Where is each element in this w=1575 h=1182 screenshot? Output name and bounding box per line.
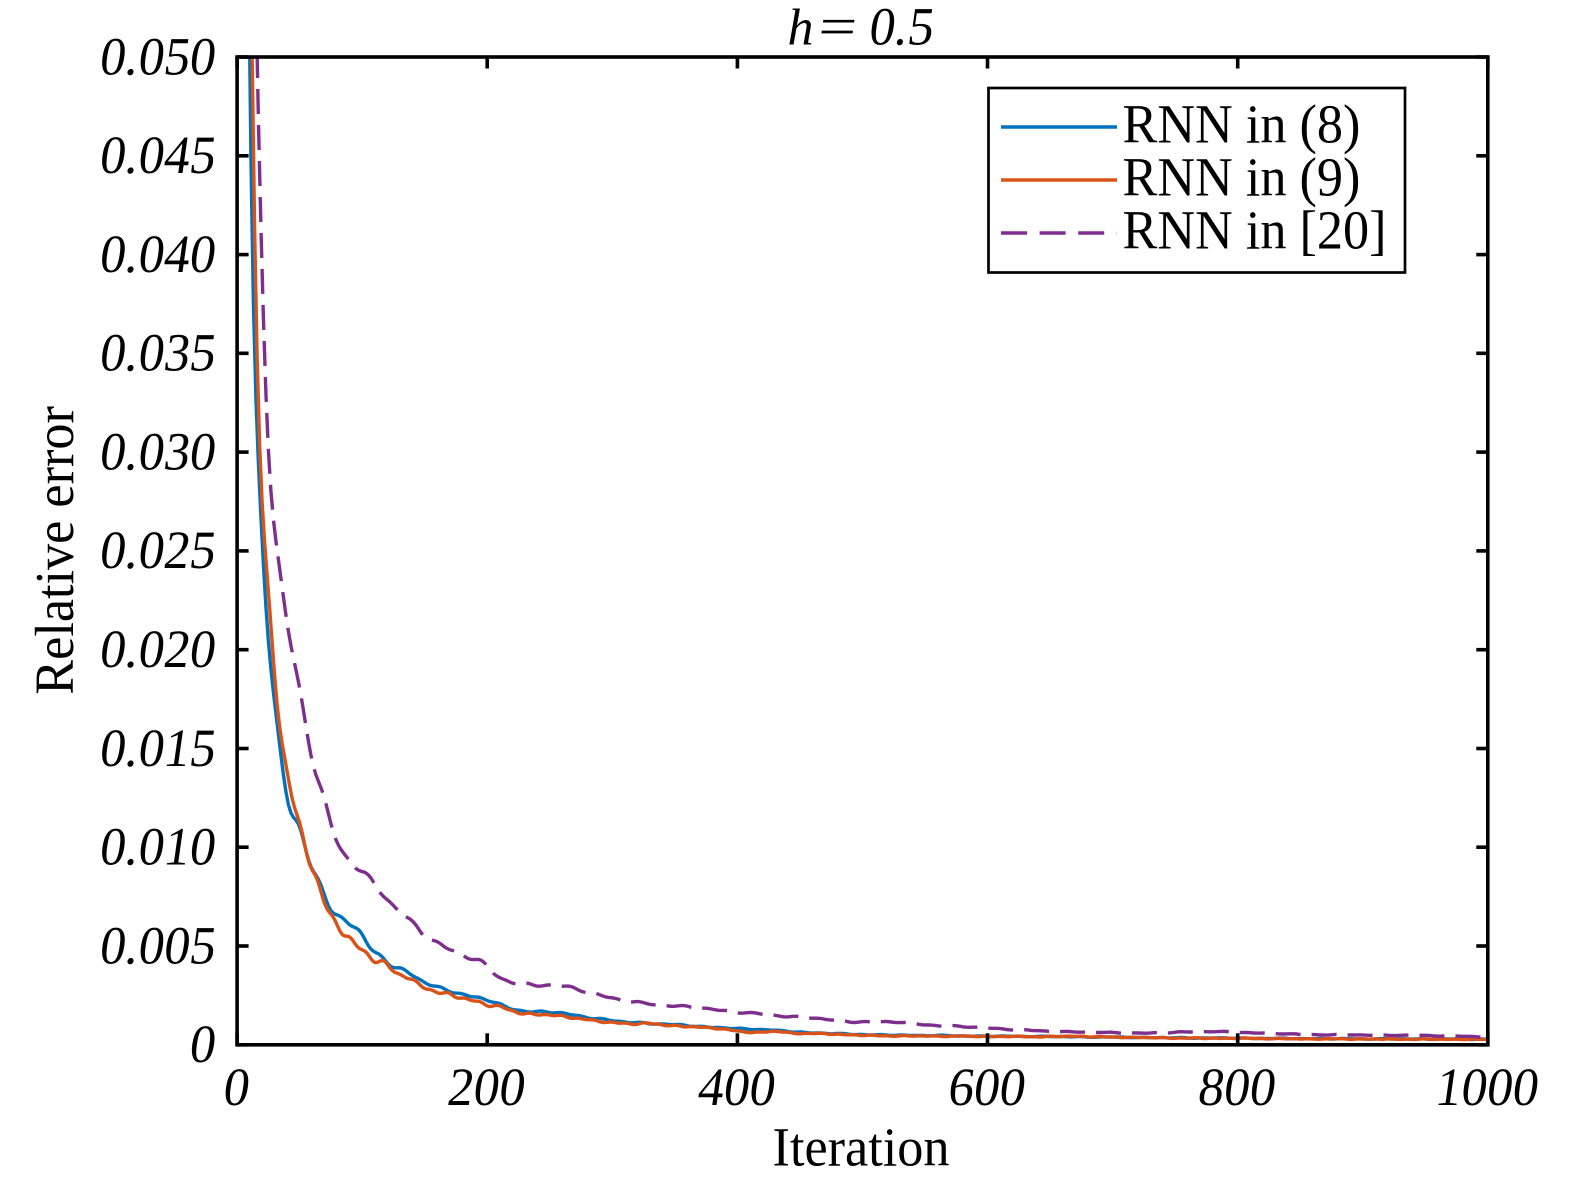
- svg-text:0.030: 0.030: [96, 422, 220, 481]
- svg-text:0.025: 0.025: [96, 521, 220, 580]
- svg-text:Relative error: Relative error: [24, 406, 86, 695]
- svg-text:0.035: 0.035: [96, 324, 220, 383]
- svg-text:0.005: 0.005: [96, 916, 220, 975]
- svg-text:RNN in (9): RNN in (9): [1123, 146, 1361, 208]
- svg-text:800: 800: [1195, 1058, 1280, 1117]
- svg-text:Iteration: Iteration: [773, 1116, 950, 1178]
- svg-text:200: 200: [444, 1058, 529, 1117]
- svg-text:1000: 1000: [1432, 1058, 1543, 1117]
- svg-text:RNN in [20]: RNN in [20]: [1123, 199, 1387, 261]
- svg-text:0.010: 0.010: [96, 818, 220, 877]
- svg-text:h: h: [788, 0, 814, 57]
- svg-text:RNN in (8): RNN in (8): [1123, 93, 1361, 155]
- svg-text:0.040: 0.040: [96, 225, 220, 284]
- svg-text:400: 400: [695, 1058, 780, 1117]
- svg-text:0.050: 0.050: [96, 27, 220, 86]
- svg-text:0.020: 0.020: [96, 620, 220, 679]
- svg-text:=: =: [815, 0, 861, 57]
- svg-text:0.5: 0.5: [866, 0, 938, 57]
- svg-text:0.045: 0.045: [96, 126, 220, 185]
- svg-text:600: 600: [945, 1058, 1030, 1117]
- svg-text:0.015: 0.015: [96, 719, 220, 778]
